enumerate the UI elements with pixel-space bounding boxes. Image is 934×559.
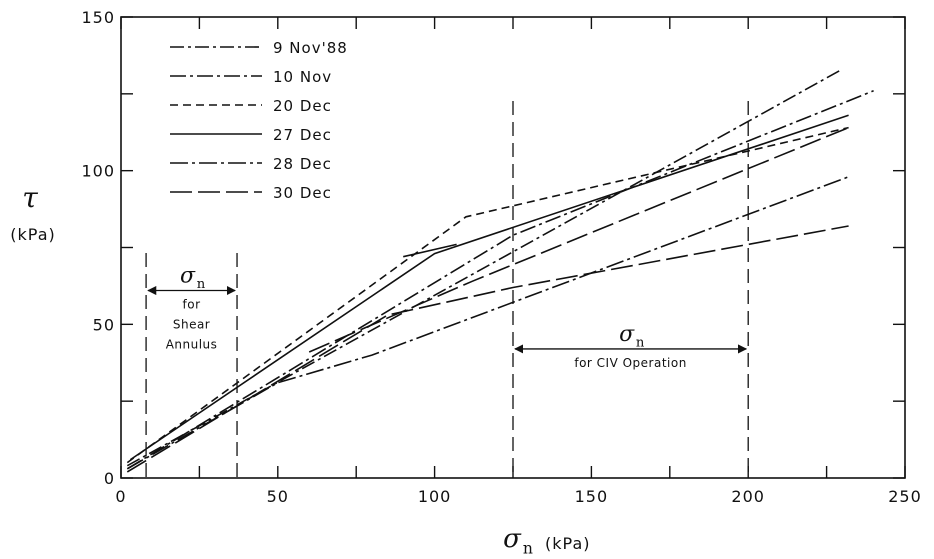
sigma-symbol: σ: [619, 322, 635, 347]
y-axis-symbol: τ: [22, 181, 38, 214]
x-tick-label: 150: [575, 487, 609, 506]
series-line-2: [126, 90, 874, 470]
x-axis-unit: (kPa): [545, 534, 590, 553]
x-tick-label: 0: [115, 487, 126, 506]
y-tick-label: 150: [81, 8, 115, 27]
series-segment-1: [308, 126, 849, 353]
y-axis-unit: (kPa): [10, 225, 55, 244]
y-tick-label: 0: [104, 469, 115, 488]
series-line-1: [126, 68, 843, 467]
series-line-5: [126, 176, 849, 470]
legend-label: 28 Dec: [273, 155, 332, 173]
sigma-symbol: σ: [180, 264, 196, 289]
legend-label: 20 Dec: [273, 97, 332, 115]
sigma-subscript: n: [636, 335, 645, 350]
legend-label: 10 Nov: [273, 68, 332, 86]
annotation-text: for CIV Operation: [574, 356, 686, 370]
x-tick-label: 250: [888, 487, 922, 506]
tick-marks: [120, 16, 906, 479]
x-tick-label: 200: [731, 487, 765, 506]
annotation-text: for: [183, 298, 201, 312]
legend-label: 30 Dec: [273, 184, 332, 202]
legend-label: 27 Dec: [273, 126, 332, 144]
sigma-subscript: n: [523, 540, 533, 558]
series-line-6: [126, 225, 849, 473]
series-segment-2: [403, 243, 457, 258]
data-series: [126, 68, 874, 478]
annotation-text: Annulus: [166, 338, 218, 352]
sigma-symbol: σ: [503, 524, 522, 554]
annotation-text: Shear: [173, 318, 210, 332]
sigma-subscript: n: [197, 277, 206, 292]
x-tick-label: 100: [418, 487, 452, 506]
y-tick-label: 100: [81, 162, 115, 181]
series-line-3: [126, 126, 849, 464]
legend-label: 9 Nov'88: [273, 39, 348, 57]
y-tick-label: 50: [93, 315, 115, 334]
x-tick-label: 50: [267, 487, 289, 506]
series-line-4: [129, 114, 849, 461]
legend: 9 Nov'88 10 Nov 20 Dec 27 Dec 28 Dec 30 Dec: [170, 39, 348, 202]
